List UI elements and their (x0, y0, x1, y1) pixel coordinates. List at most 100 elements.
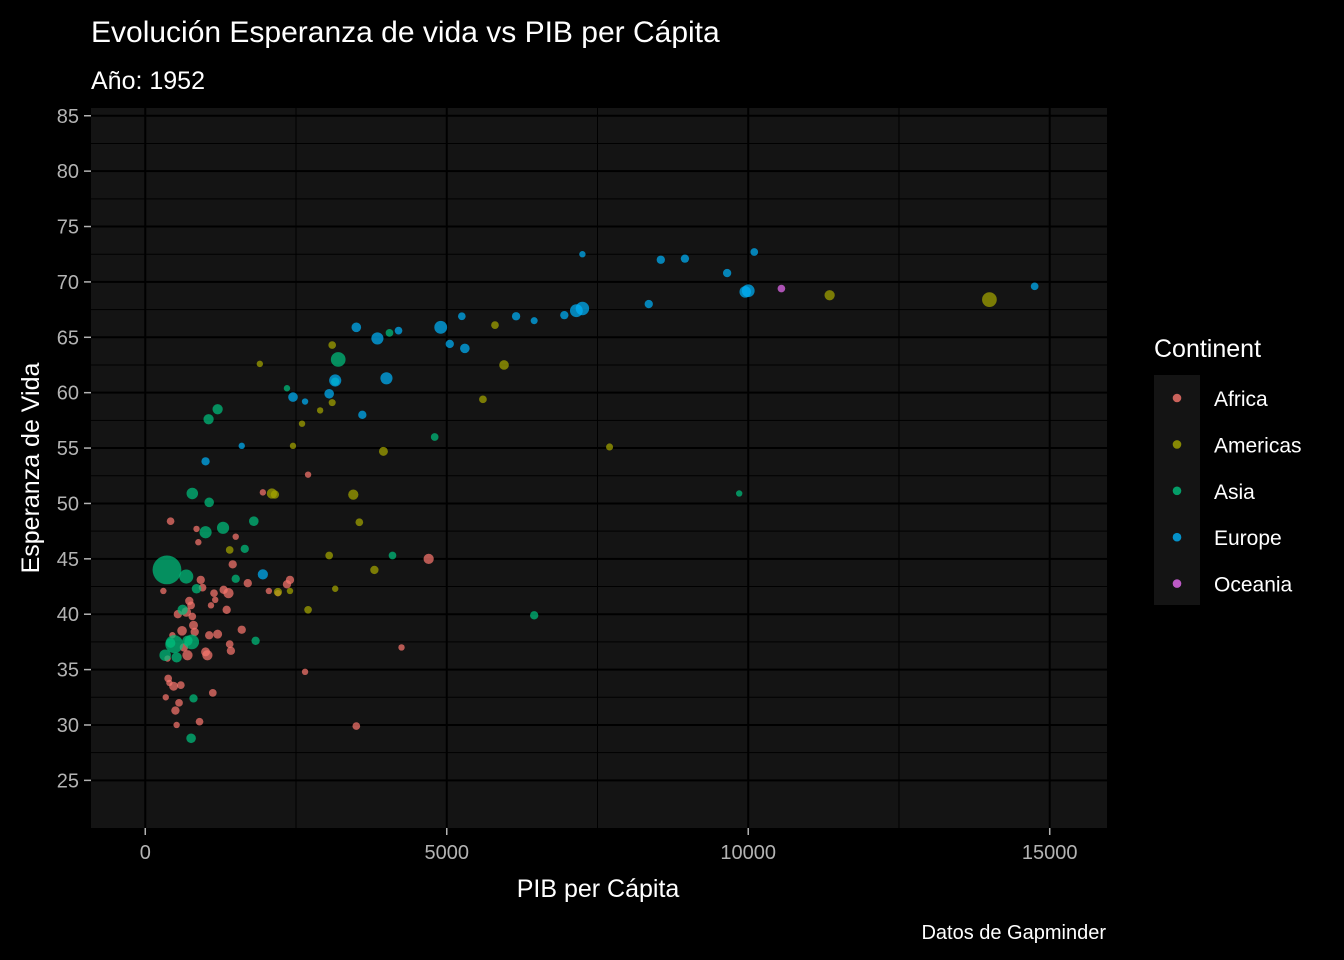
y-tick-label: 25 (57, 770, 79, 792)
chart-subtitle: Año: 1952 (91, 67, 205, 95)
data-point-asia (171, 652, 182, 663)
data-point-africa (166, 517, 175, 526)
data-point-europe (380, 372, 393, 385)
legend-label-asia: Asia (1214, 481, 1255, 504)
data-point-asia (385, 329, 394, 337)
data-point-americas (316, 407, 324, 414)
y-tick-label: 55 (57, 438, 79, 460)
legend-key-americas (1172, 440, 1182, 449)
data-point-africa (237, 625, 246, 634)
legend-items: Africa Americas Asia Europe Oceania (1172, 388, 1302, 597)
data-point-americas (348, 489, 359, 500)
data-point-europe (656, 255, 665, 264)
data-point-asia (165, 635, 184, 654)
data-point-asia (184, 634, 200, 650)
data-point-africa (223, 588, 234, 599)
series-americas (225, 290, 997, 614)
data-point-asia (212, 404, 223, 415)
y-axis-label: Esperanza de Vida (17, 363, 45, 574)
series-oceania (777, 284, 786, 293)
data-point-oceania (777, 284, 786, 293)
y-tick-label: 75 (57, 217, 79, 239)
chart-caption: Datos de Gapminder (921, 922, 1106, 944)
chart-title: Evolución Esperanza de vida vs PIB per C… (91, 16, 720, 49)
y-tick-label: 40 (57, 604, 79, 626)
data-point-africa (259, 489, 267, 496)
legend-label-oceania: Oceania (1214, 574, 1293, 597)
data-point-asia (530, 611, 539, 620)
data-point-europe (457, 312, 466, 321)
data-point-asia (186, 487, 199, 500)
data-point-europe (750, 248, 759, 256)
data-point-africa (352, 722, 361, 730)
data-point-americas (332, 585, 339, 592)
data-point-americas (286, 587, 294, 595)
data-point-americas (273, 587, 283, 597)
data-point-europe (329, 374, 342, 387)
data-point-africa (228, 560, 237, 569)
data-point-europe (460, 343, 470, 354)
data-point-asia (204, 497, 214, 508)
data-point-africa (202, 650, 213, 661)
data-point-africa (208, 689, 217, 697)
data-point-americas (355, 518, 364, 527)
data-point-africa (196, 575, 205, 585)
data-point-africa (398, 644, 405, 651)
legend-label-europe: Europe (1214, 527, 1282, 550)
data-point-africa (195, 539, 202, 546)
data-point-asia (159, 649, 171, 661)
data-point-asia (283, 385, 291, 392)
data-point-americas (824, 290, 835, 301)
data-point-europe (575, 301, 590, 316)
data-point-africa (187, 601, 195, 610)
legend-title: Continent (1154, 335, 1261, 363)
data-point-asia (152, 555, 182, 585)
data-point-asia (735, 490, 743, 497)
data-point-africa (265, 587, 273, 595)
data-point-africa (171, 706, 180, 715)
data-point-africa (160, 587, 167, 595)
data-point-americas (378, 446, 388, 456)
data-point-africa (210, 589, 218, 598)
data-point-africa (212, 596, 219, 604)
data-point-asia (251, 636, 260, 645)
data-point-africa (222, 605, 231, 614)
y-tick-label: 85 (57, 106, 79, 128)
data-point-europe (680, 254, 690, 263)
data-point-americas (270, 490, 280, 499)
data-point-americas (304, 605, 312, 614)
y-tick-label: 65 (57, 327, 79, 349)
data-point-europe (579, 251, 586, 258)
data-point-asia (189, 694, 198, 703)
data-point-africa (193, 525, 200, 533)
x-tick-label: 0 (140, 842, 151, 864)
x-axis-label: PIB per Cápita (517, 875, 680, 903)
data-point-africa (232, 533, 239, 540)
data-point-asia (388, 551, 397, 560)
y-tick-label: 80 (57, 161, 79, 183)
data-point-americas (606, 443, 614, 451)
data-point-asia (231, 574, 240, 583)
x-tick-label: 15000 (1022, 842, 1078, 864)
data-point-americas (225, 546, 234, 554)
legend-key-oceania (1172, 579, 1182, 588)
series-europe (201, 248, 1039, 580)
data-point-europe (288, 392, 298, 402)
data-point-europe (238, 442, 245, 450)
data-point-europe (301, 398, 309, 405)
y-tick-label: 45 (57, 549, 79, 571)
data-point-asia (177, 604, 188, 615)
data-point-americas (328, 399, 336, 407)
legend-label-americas: Americas (1214, 434, 1302, 457)
data-point-europe (644, 299, 653, 309)
data-point-asia (199, 526, 212, 539)
data-point-africa (195, 717, 204, 726)
plot-panel (91, 108, 1107, 828)
y-tick-label: 70 (57, 272, 79, 294)
y-tick-label: 50 (57, 493, 79, 515)
data-point-africa (188, 612, 197, 621)
data-point-africa (205, 631, 214, 640)
data-point-europe (351, 322, 362, 333)
legend-label-africa: Africa (1214, 388, 1268, 411)
